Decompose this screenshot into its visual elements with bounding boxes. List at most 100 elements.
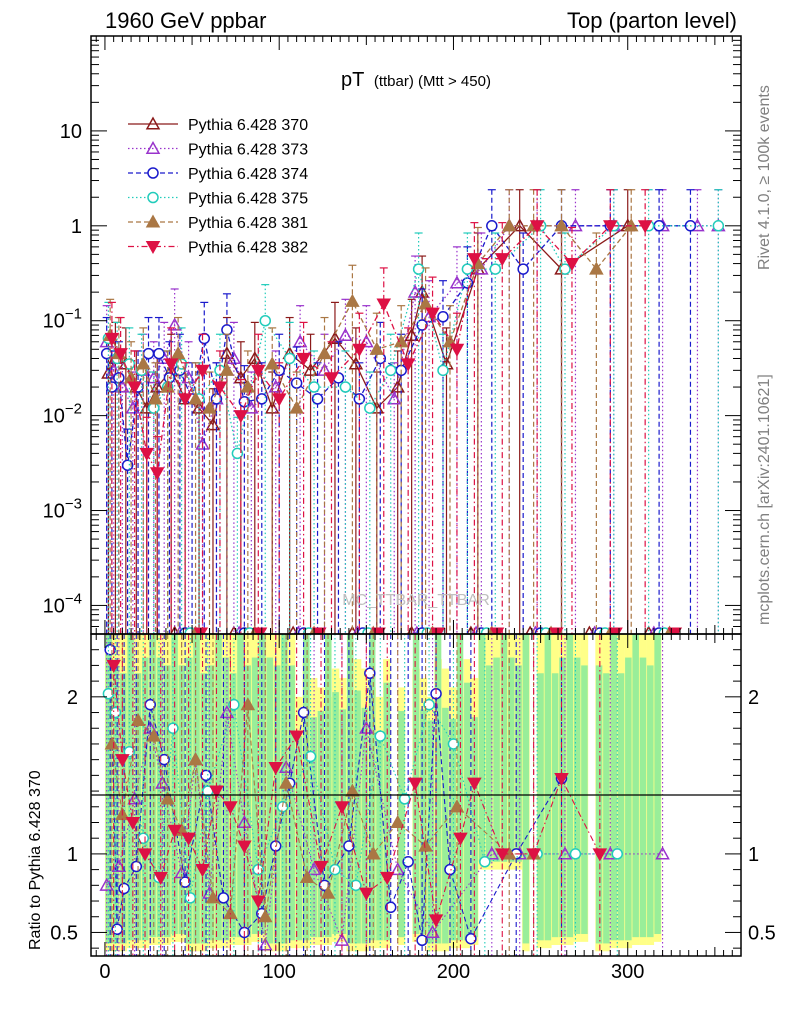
data-point — [104, 332, 120, 347]
ratio-y-tick-label-left: 0.5 — [50, 922, 78, 944]
band-green — [486, 665, 493, 862]
legend: Pythia 6.428 370 Pythia 6.428 373 Pythia 6… — [128, 116, 308, 257]
y-tick-label: 10 — [60, 121, 82, 143]
y-tick-exponent: −3 — [65, 496, 82, 513]
ratio-point — [167, 824, 182, 838]
ratio-point — [343, 840, 355, 852]
data-point — [369, 341, 385, 355]
y-tick-label: 1 — [71, 216, 82, 238]
band-green — [632, 634, 639, 938]
data-point — [292, 334, 308, 348]
band-green — [127, 634, 134, 941]
ratio-point — [130, 860, 143, 873]
ratio-point — [299, 869, 315, 884]
side-label-source: mcplots.cern.ch [arXiv:2401.10621] — [756, 374, 773, 625]
ratio-point — [334, 801, 350, 815]
y-tick-base: 10 — [43, 501, 65, 523]
ratio-point — [237, 840, 252, 854]
band-green — [332, 692, 339, 935]
data-point — [338, 327, 353, 341]
data-point — [400, 358, 416, 372]
data-point — [113, 348, 128, 362]
band-green — [537, 673, 544, 941]
ratio-point — [329, 863, 341, 876]
legend-label: Pythia 6.428 382 — [188, 240, 308, 257]
band-green — [185, 657, 193, 944]
band-green — [361, 707, 369, 944]
data-point — [489, 263, 502, 275]
band-green — [288, 665, 295, 941]
band-green — [149, 634, 156, 938]
band-green — [551, 673, 559, 938]
data-point — [219, 362, 235, 376]
band-green — [617, 673, 625, 941]
ratio-point — [106, 659, 121, 673]
ratio-point — [104, 643, 116, 656]
ratio-point — [390, 814, 405, 829]
data-point — [364, 402, 376, 414]
y-tick-label: 10−3 — [43, 496, 82, 523]
band-green — [354, 690, 361, 944]
x-tick-label: 200 — [437, 961, 470, 983]
ratio-point — [569, 848, 582, 860]
data-point — [414, 284, 430, 298]
legend-marker — [145, 214, 161, 228]
data-point — [437, 364, 449, 377]
band-green — [566, 634, 574, 938]
ratio-point — [195, 864, 210, 878]
ratio-point — [304, 750, 317, 763]
band-green — [207, 665, 215, 941]
band-green — [442, 707, 449, 944]
header-right: Top (parton level) — [567, 8, 737, 33]
y-tick-exponent: −2 — [65, 401, 82, 418]
data-point — [127, 381, 142, 395]
data-point — [125, 400, 141, 414]
ratio-point — [257, 909, 273, 923]
ratio-point — [297, 706, 310, 719]
data-point — [339, 381, 352, 393]
watermark: MC_TTBAR_TTBAR — [342, 592, 490, 609]
data-point — [603, 220, 618, 234]
ratio-point — [479, 856, 491, 868]
legend-entry: Pythia 6.428 373 — [128, 140, 308, 159]
band-green — [647, 665, 654, 938]
ratio-point — [447, 738, 460, 750]
data-point — [393, 334, 409, 348]
y-tick-base: 10 — [43, 406, 65, 428]
band-green — [112, 665, 120, 944]
ratio-point — [494, 848, 510, 862]
data-point — [202, 400, 217, 414]
data-point — [311, 393, 324, 405]
ratio-point — [407, 777, 423, 791]
data-point — [494, 253, 510, 267]
y-tick-exponent: −4 — [65, 590, 82, 607]
ratio-series-4 — [106, 634, 608, 956]
legend-marker — [145, 240, 161, 255]
y-tick-base: 10 — [43, 595, 65, 617]
band-green — [420, 709, 427, 935]
band-green — [266, 657, 273, 944]
y-tick-label: 10−2 — [43, 401, 82, 428]
data-point — [148, 391, 163, 405]
data-point — [233, 410, 249, 424]
ratio-point — [223, 801, 238, 815]
data-point — [283, 352, 296, 365]
data-point — [106, 362, 121, 376]
data-point — [467, 253, 482, 267]
band-green — [500, 634, 508, 862]
series-4 — [102, 189, 675, 634]
ratio-point — [350, 879, 362, 892]
ratio-point — [313, 860, 329, 875]
band-green — [493, 657, 500, 862]
data-point — [256, 393, 268, 405]
series-2 — [100, 189, 697, 634]
data-point — [188, 391, 203, 405]
data-point — [149, 467, 165, 481]
ratio-point — [398, 793, 411, 805]
ratio-point — [115, 754, 130, 768]
ratio-point — [153, 871, 168, 886]
data-point — [449, 343, 465, 357]
band-green — [120, 673, 127, 944]
ratio-y-tick-label-left: 2 — [67, 687, 78, 709]
band-green — [376, 736, 383, 941]
